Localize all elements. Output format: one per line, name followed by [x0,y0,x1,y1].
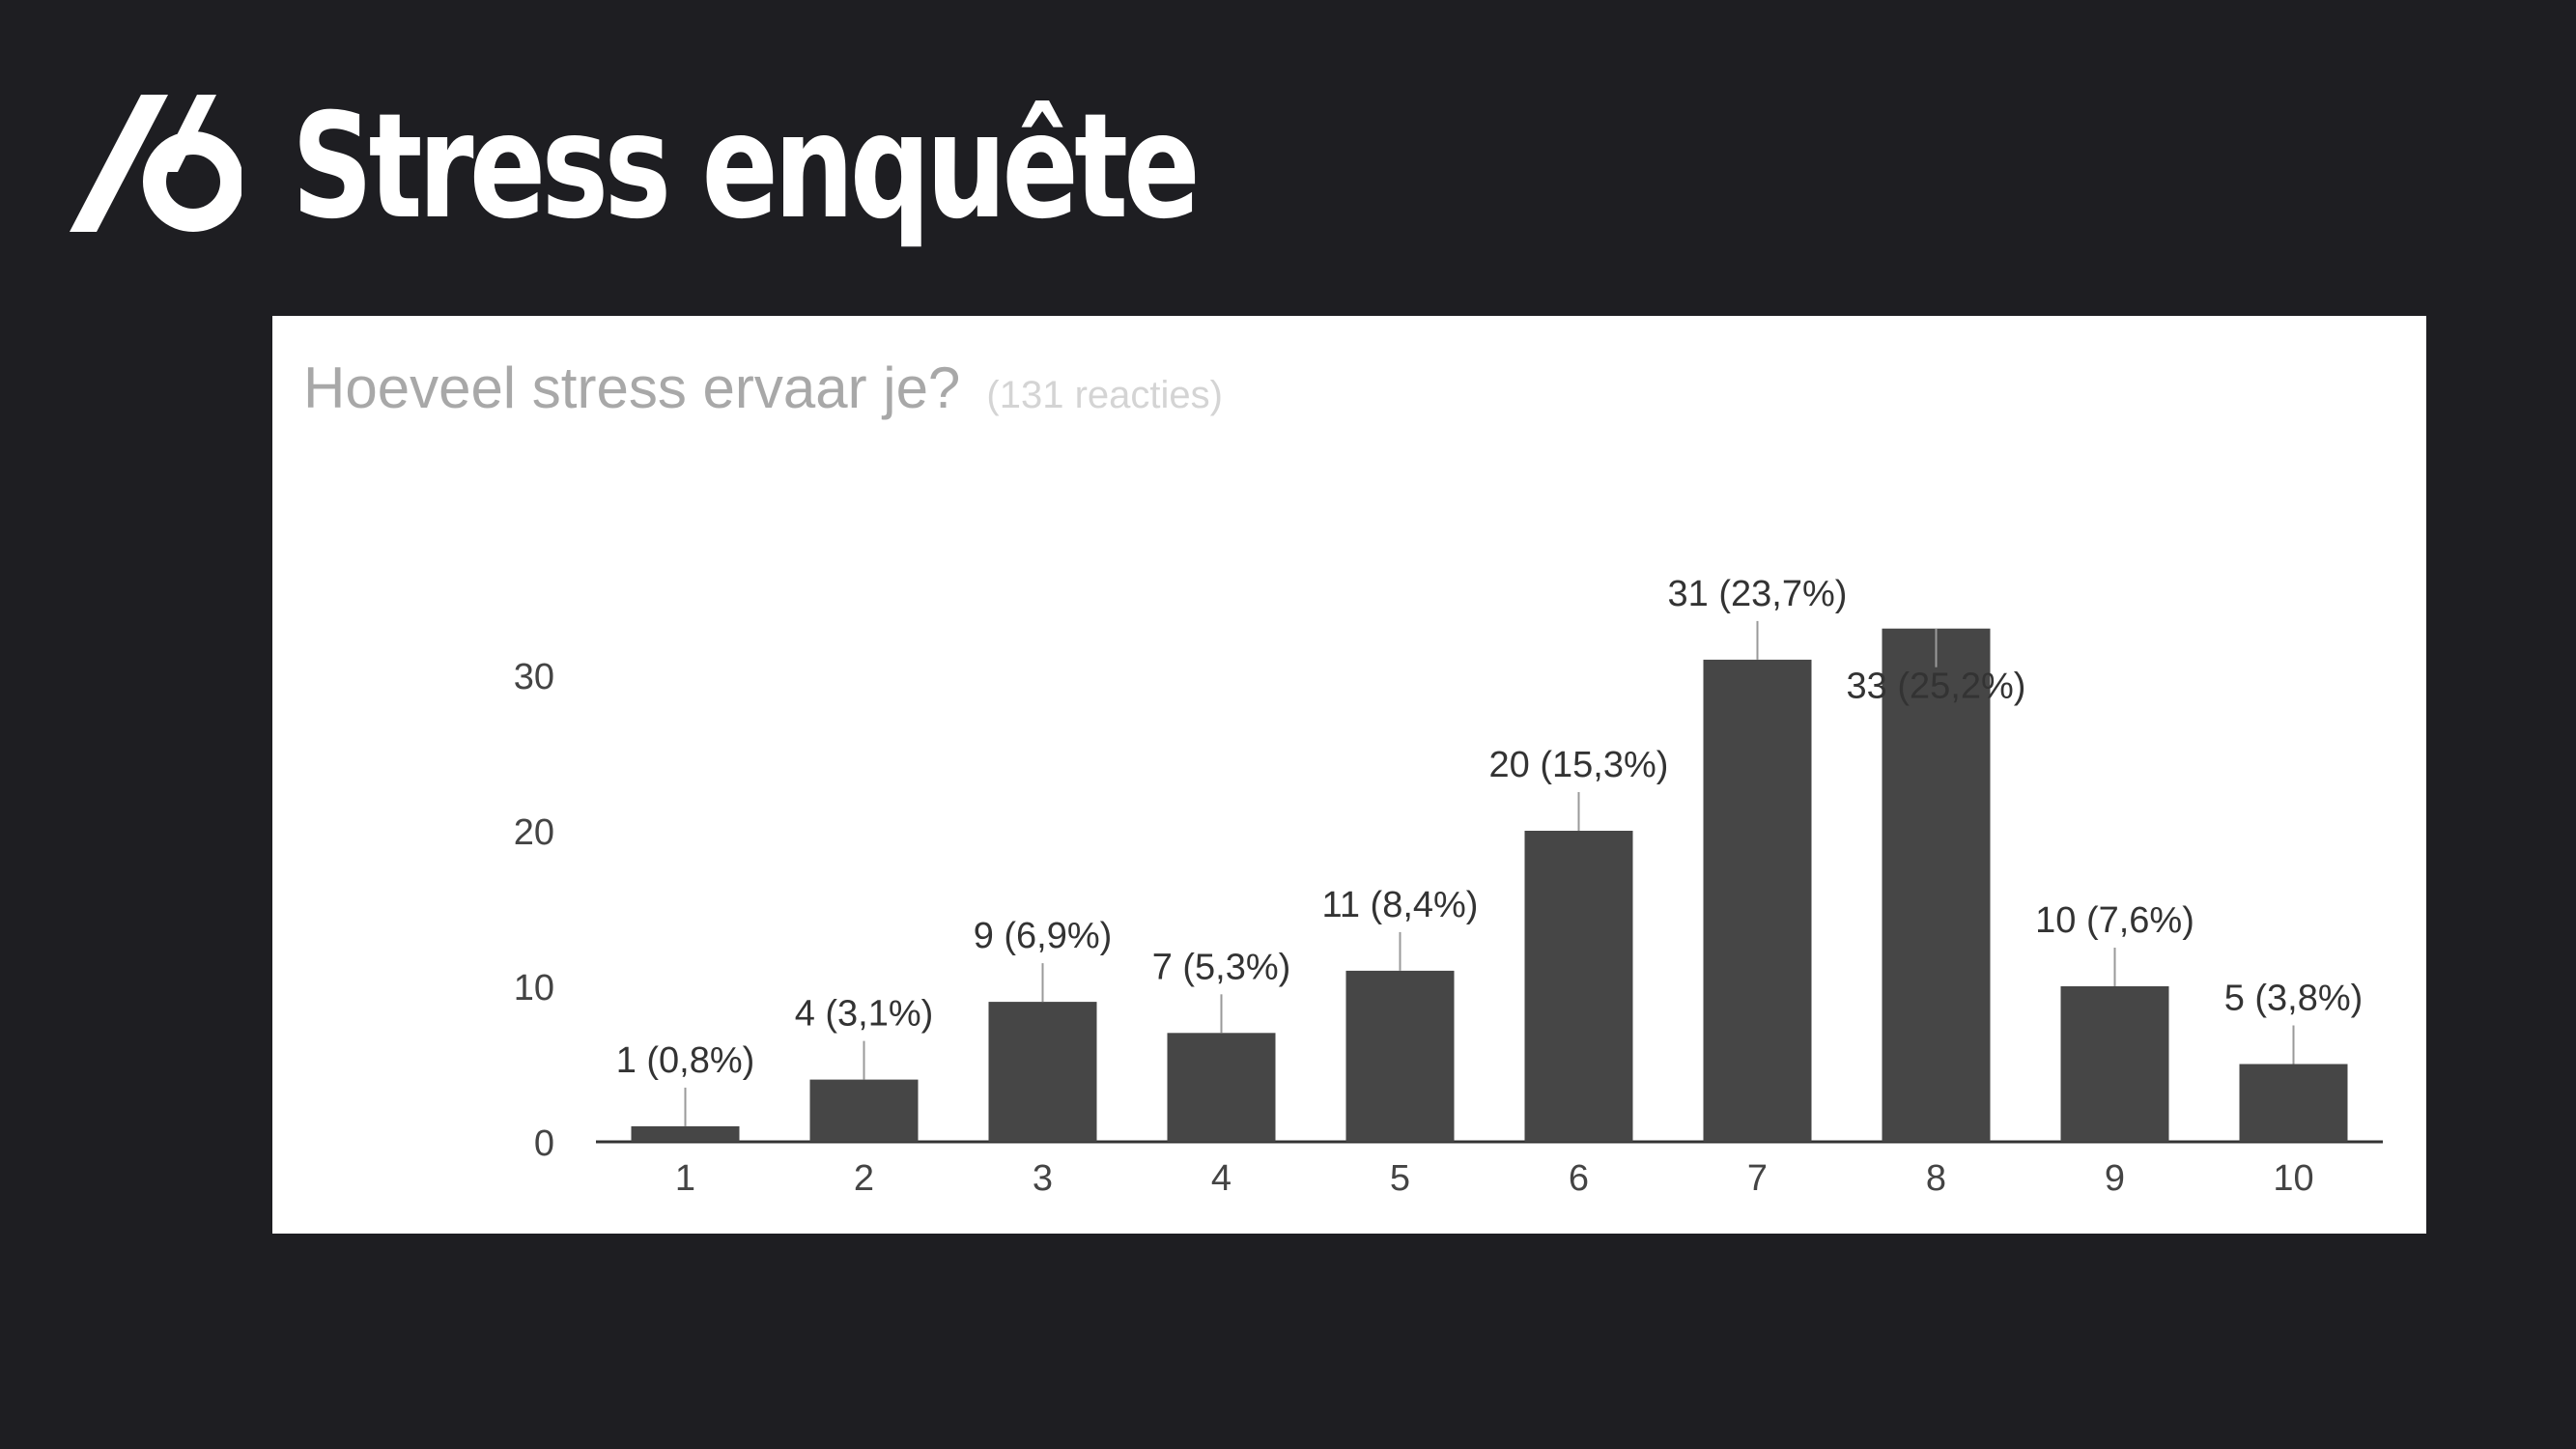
slash-six-logo-icon [70,95,241,232]
y-tick-label: 20 [514,812,554,853]
bar [2060,986,2169,1142]
x-tick-label: 3 [1033,1158,1053,1199]
bar-chart: 0 10 20 30 1 1 (0,8%) 2 4 (3,1%) 3 9 (6,9%) 4 7 (5,… [514,574,2383,1199]
data-label: 11 (8,4%) [1322,885,1479,925]
x-tick-label: 1 [675,1158,695,1199]
y-tick-label: 0 [534,1123,554,1164]
chart-title: Hoeveel stress ervaar je? [303,355,961,420]
data-label: 31 (23,7%) [1668,574,1848,614]
x-tick-label: 2 [854,1158,874,1199]
data-label: 1 (0,8%) [616,1040,755,1081]
x-tick-label: 8 [1926,1158,1946,1199]
x-tick-label: 9 [2105,1158,2125,1199]
x-tick-label: 4 [1211,1158,1231,1199]
x-tick-label: 6 [1569,1158,1589,1199]
y-tick-label: 10 [514,968,554,1009]
data-label: 10 (7,6%) [2035,900,2194,941]
data-label: 20 (15,3%) [1489,745,1669,785]
y-tick-label: 30 [514,657,554,697]
bar [988,1002,1097,1142]
data-label: 4 (3,1%) [795,994,934,1035]
page-title: Stress enquête [292,83,1201,251]
bar [1167,1033,1276,1142]
bar [631,1125,740,1142]
x-tick-label: 7 [1747,1158,1768,1199]
data-label: 5 (3,8%) [2224,979,2364,1019]
data-label: 33 (25,2%) [1847,667,2026,707]
x-tick-label: 5 [1390,1158,1410,1199]
data-label: 9 (6,9%) [974,916,1113,956]
chart-header: Hoeveel stress ervaar je? (131 reacties) [303,355,1223,421]
bar [2239,1064,2348,1142]
bar [809,1079,919,1142]
x-tick-label: 10 [2273,1158,2313,1199]
bar [1882,628,1991,1142]
bar [1345,970,1455,1142]
bar [1524,831,1633,1142]
chart-card: 0 10 20 30 1 1 (0,8%) 2 4 (3,1%) 3 9 (6,9%) 4 7 (5,… [272,316,2426,1234]
chart-response-count: (131 reacties) [986,374,1223,416]
bar [1703,659,1812,1142]
data-label: 7 (5,3%) [1152,947,1291,987]
